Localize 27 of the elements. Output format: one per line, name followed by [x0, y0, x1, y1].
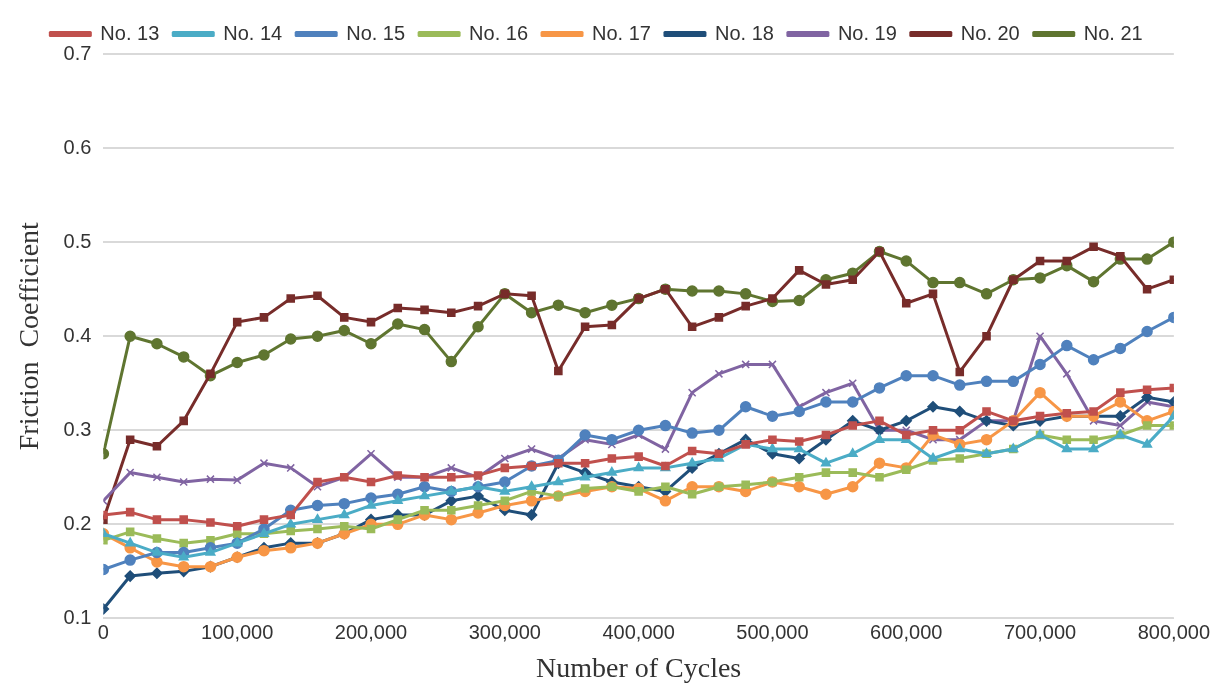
x-tick-label: 800,000 — [1137, 620, 1210, 643]
y-tick-label: 0.5 — [63, 229, 92, 252]
legend-label: No. 20 — [960, 21, 1020, 44]
legend-label: No. 17 — [592, 21, 651, 44]
y-tick-label: 0.1 — [63, 605, 92, 628]
x-tick-label: 0 — [97, 620, 109, 643]
x-tick-label: 100,000 — [201, 620, 274, 643]
x-tick-label: 600,000 — [870, 620, 943, 643]
y-tick-label: 0.3 — [63, 417, 92, 440]
x-tick-label: 300,000 — [468, 620, 541, 643]
legend-label: No. 15 — [346, 21, 406, 44]
y-tick-label: 0.4 — [63, 323, 92, 346]
x-tick-label: 200,000 — [334, 620, 408, 643]
y-axis-title: Friction Coefficient — [13, 221, 45, 451]
x-axis-title: Number of Cycles — [535, 651, 742, 683]
legend-label: No. 21 — [1083, 21, 1143, 44]
y-tick-label: 0.6 — [63, 135, 92, 158]
x-tick-label: 700,000 — [1003, 620, 1077, 643]
legend-label: No. 16 — [469, 21, 529, 44]
y-tick-label: 0.2 — [63, 511, 92, 534]
legend-label: No. 14 — [223, 21, 283, 44]
legend-label: No. 18 — [714, 21, 774, 44]
legend-label: No. 19 — [837, 21, 897, 44]
y-tick-label: 0.7 — [63, 41, 92, 64]
x-tick-label: 400,000 — [602, 620, 675, 643]
legend-label: No. 13 — [100, 21, 160, 44]
x-tick-label: 500,000 — [736, 620, 809, 643]
